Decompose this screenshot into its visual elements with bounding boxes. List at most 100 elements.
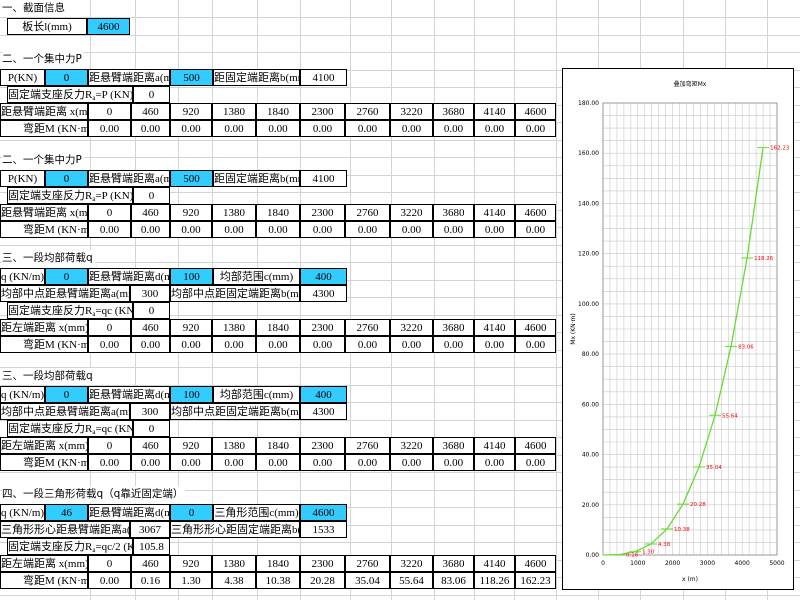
reaction-label[interactable]: 固定端支座反力Ra=qc/2 (KN) — [7, 538, 147, 555]
reaction-label[interactable]: 固定端支座反力Ra=qc (KN) — [7, 302, 138, 319]
x-value-cell[interactable]: 920 — [170, 319, 212, 336]
x-value-cell[interactable]: 1380 — [212, 319, 256, 336]
x-row-label[interactable]: 距左端距离 x(mm) — [0, 437, 89, 454]
x-value-cell[interactable]: 2300 — [300, 319, 345, 336]
c-input[interactable]: 400 — [300, 268, 347, 285]
moment-value-cell[interactable]: 0.00 — [256, 336, 300, 353]
moment-value-cell[interactable]: 0.00 — [515, 120, 556, 137]
moment-value-cell[interactable]: 0.00 — [212, 221, 256, 238]
moment-value-cell[interactable]: 55.64 — [390, 572, 433, 589]
moment-value-cell[interactable]: 0.00 — [515, 336, 556, 353]
x-value-cell[interactable]: 3680 — [433, 319, 474, 336]
a-value[interactable]: 300 — [130, 285, 170, 302]
d-label[interactable]: 距悬臂端距离d(mm) — [88, 268, 185, 285]
moment-value-cell[interactable]: 0.00 — [474, 120, 515, 137]
d-input[interactable]: 0 — [170, 504, 213, 521]
board-length-input[interactable]: 4600 — [87, 18, 130, 35]
x-value-cell[interactable]: 0 — [88, 319, 131, 336]
moment-value-cell[interactable]: 0.00 — [390, 336, 433, 353]
x-value-cell[interactable]: 4600 — [515, 204, 556, 221]
moment-value-cell[interactable]: 10.38 — [256, 572, 300, 589]
b-value[interactable]: 4100 — [300, 170, 347, 187]
x-value-cell[interactable]: 2760 — [345, 555, 390, 572]
moment-value-cell[interactable]: 0.00 — [170, 336, 212, 353]
moment-value-cell[interactable]: 1.30 — [170, 572, 212, 589]
moment-value-cell[interactable]: 0.00 — [433, 336, 474, 353]
q-input[interactable]: 0 — [45, 386, 88, 403]
x-value-cell[interactable]: 1380 — [212, 437, 256, 454]
c-label[interactable]: 均部范围c(mm) — [213, 386, 300, 403]
x-value-cell[interactable]: 2760 — [345, 103, 390, 120]
reaction-value[interactable]: 0 — [133, 86, 170, 103]
x-value-cell[interactable]: 4600 — [515, 555, 556, 572]
b-label[interactable]: 均部中点距固定端距离b(mm) — [170, 285, 311, 302]
x-value-cell[interactable]: 2760 — [345, 437, 390, 454]
moment-value-cell[interactable]: 0.00 — [345, 454, 390, 471]
moment-value-cell[interactable]: 0.00 — [433, 120, 474, 137]
moment-value-cell[interactable]: 83.06 — [433, 572, 474, 589]
a-input[interactable]: 500 — [170, 69, 213, 86]
moment-value-cell[interactable]: 0.00 — [212, 120, 256, 137]
q-input[interactable]: 46 — [45, 504, 88, 521]
x-value-cell[interactable]: 460 — [131, 555, 170, 572]
moment-value-cell[interactable]: 0.00 — [131, 336, 170, 353]
x-value-cell[interactable]: 4140 — [474, 319, 515, 336]
x-value-cell[interactable]: 2300 — [300, 437, 345, 454]
x-value-cell[interactable]: 3220 — [390, 103, 433, 120]
x-value-cell[interactable]: 3680 — [433, 555, 474, 572]
p-label[interactable]: P(KN) — [0, 170, 45, 187]
moment-value-cell[interactable]: 0.00 — [300, 221, 345, 238]
moment-value-cell[interactable]: 0.00 — [390, 454, 433, 471]
moment-value-cell[interactable]: 0.00 — [256, 221, 300, 238]
x-value-cell[interactable]: 1380 — [212, 555, 256, 572]
reaction-value[interactable]: 105.8 — [133, 538, 170, 555]
q-input[interactable]: 0 — [45, 268, 88, 285]
moment-value-cell[interactable]: 0.00 — [345, 120, 390, 137]
b-label[interactable]: 三角形形心距固定端距离b(mm) — [170, 521, 322, 538]
a-label[interactable]: 均部中点距悬臂端距离a(mm) — [0, 285, 140, 302]
x-value-cell[interactable]: 4140 — [474, 103, 515, 120]
moment-row-label[interactable]: 弯距M (KN·m) — [0, 336, 93, 353]
board-length-label[interactable]: 板长l(mm) — [7, 18, 87, 35]
moment-value-cell[interactable]: 0.00 — [88, 221, 131, 238]
q-label[interactable]: q (KN/m) — [0, 504, 45, 521]
x-value-cell[interactable]: 920 — [170, 204, 212, 221]
b-value[interactable]: 4100 — [300, 69, 347, 86]
x-value-cell[interactable]: 460 — [131, 204, 170, 221]
moment-value-cell[interactable]: 0.00 — [474, 454, 515, 471]
reaction-label[interactable]: 固定端支座反力Ra=P (KN) — [7, 187, 133, 204]
x-value-cell[interactable]: 3680 — [433, 204, 474, 221]
reaction-value[interactable]: 0 — [133, 420, 170, 437]
x-value-cell[interactable]: 460 — [131, 103, 170, 120]
p-input[interactable]: 0 — [45, 170, 88, 187]
moment-value-cell[interactable]: 0.00 — [345, 221, 390, 238]
reaction-value[interactable]: 0 — [133, 302, 170, 319]
moment-row-label[interactable]: 弯距M (KN·m) — [0, 221, 93, 238]
x-value-cell[interactable]: 1380 — [212, 103, 256, 120]
x-value-cell[interactable]: 4600 — [515, 437, 556, 454]
a-label[interactable]: 三角形形心距悬臂端距离a(mm) — [0, 521, 151, 538]
x-value-cell[interactable]: 0 — [88, 555, 131, 572]
reaction-label[interactable]: 固定端支座反力Ra=qc (KN) — [7, 420, 138, 437]
a-input[interactable]: 500 — [170, 170, 213, 187]
moment-value-cell[interactable]: 0.00 — [256, 454, 300, 471]
q-label[interactable]: q (KN/m) — [0, 386, 45, 403]
moment-value-cell[interactable]: 0.00 — [390, 221, 433, 238]
moment-row-label[interactable]: 弯距M (KN·m) — [0, 454, 93, 471]
x-value-cell[interactable]: 0 — [88, 437, 131, 454]
x-value-cell[interactable]: 4140 — [474, 555, 515, 572]
b-label[interactable]: 均部中点距固定端距离b(mm) — [170, 403, 311, 420]
x-value-cell[interactable]: 920 — [170, 555, 212, 572]
moment-value-cell[interactable]: 0.00 — [433, 221, 474, 238]
moment-value-cell[interactable]: 0.16 — [131, 572, 170, 589]
moment-value-cell[interactable]: 0.00 — [131, 454, 170, 471]
b-label[interactable]: 距固定端距离b(mm) — [213, 69, 310, 86]
d-label[interactable]: 距悬臂端距离d(mm) — [88, 504, 185, 521]
moment-value-cell[interactable]: 0.00 — [300, 454, 345, 471]
x-value-cell[interactable]: 3220 — [390, 555, 433, 572]
b-value[interactable]: 4300 — [300, 285, 347, 302]
x-value-cell[interactable]: 3220 — [390, 319, 433, 336]
x-value-cell[interactable]: 4140 — [474, 437, 515, 454]
x-value-cell[interactable]: 3220 — [390, 437, 433, 454]
moment-chart[interactable]: 叠加弯矩Mx 0.00 20.00 40.00 60.00 80.00 100.00 120.… — [562, 68, 794, 590]
